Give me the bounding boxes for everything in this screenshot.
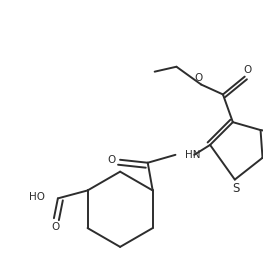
Text: O: O [107, 155, 115, 165]
Text: O: O [52, 222, 60, 232]
Text: S: S [232, 182, 239, 195]
Text: HN: HN [185, 150, 201, 160]
Text: O: O [194, 73, 202, 82]
Text: O: O [244, 65, 252, 75]
Text: HO: HO [29, 192, 45, 202]
